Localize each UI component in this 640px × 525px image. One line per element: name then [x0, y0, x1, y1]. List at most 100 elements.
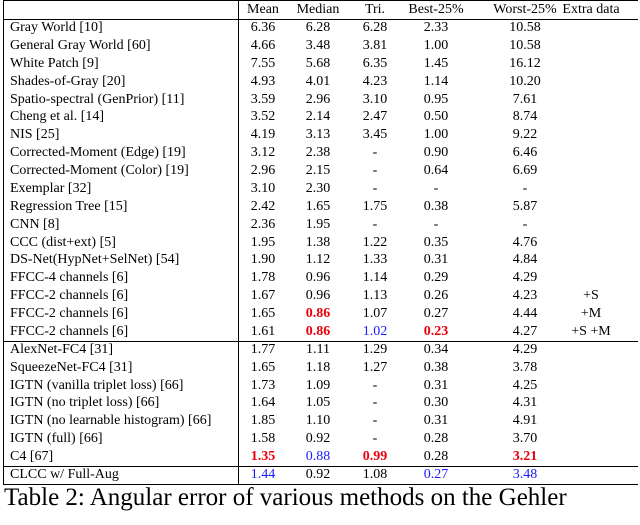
method-name: Shades-of-Gray [20]: [10, 73, 126, 89]
value-cell: 1.65: [250, 359, 276, 375]
value-cell: 0.31: [423, 377, 449, 393]
value-cell: 1.14: [362, 270, 388, 286]
method-name: General Gray World [60]: [10, 37, 151, 53]
value-cell: 5.68: [305, 55, 331, 71]
value-cell: 0.34: [423, 341, 449, 357]
value-cell: -: [372, 377, 378, 393]
method-name: FFCC-2 channels [6]: [10, 288, 129, 304]
value-cell: 1.95: [305, 216, 331, 232]
value-cell: -: [372, 145, 378, 161]
value-cell: 3.45: [362, 127, 388, 143]
method-name: FFCC-2 channels [6]: [10, 323, 129, 339]
value-cell: 2.42: [250, 198, 276, 214]
value-cell: 6.35: [362, 55, 388, 71]
value-cell: 16.12: [509, 55, 541, 71]
method-name: C4 [67]: [10, 449, 54, 465]
value-cell: 0.92: [305, 467, 331, 482]
value-cell: 6.36: [250, 20, 276, 35]
value-cell: 0.50: [423, 109, 449, 125]
value-cell: 6.28: [305, 20, 331, 35]
value-cell: 1.95: [250, 234, 276, 250]
value-cell: 2.36: [250, 216, 276, 232]
value-cell: 0.23: [423, 323, 449, 339]
value-cell: 3.10: [250, 180, 276, 196]
value-cell: +S +M: [571, 323, 611, 339]
value-cell: 4.23: [362, 73, 388, 89]
value-cell: 8.74: [512, 109, 538, 125]
value-cell: 3.78: [512, 359, 538, 375]
value-cell: 1.11: [306, 341, 330, 357]
value-cell: 3.81: [362, 37, 388, 53]
method-name: White Patch [9]: [10, 55, 99, 71]
value-cell: 4.44: [512, 306, 538, 322]
value-cell: 1.02: [362, 323, 388, 339]
value-cell: 0.29: [423, 270, 449, 286]
value-cell: 10.20: [509, 73, 541, 89]
value-cell: 4.01: [305, 73, 331, 89]
value-cell: -: [372, 431, 378, 447]
value-cell: 3.70: [512, 431, 538, 447]
method-name: IGTN (vanilla triplet loss) [66]: [10, 377, 184, 393]
value-cell: 0.95: [423, 91, 449, 107]
value-cell: 1.18: [305, 359, 331, 375]
value-cell: -: [433, 180, 439, 196]
value-cell: -: [522, 216, 528, 232]
value-cell: 1.61: [250, 323, 276, 339]
value-cell: 0.27: [423, 306, 449, 322]
value-cell: 3.10: [362, 91, 388, 107]
value-cell: 3.59: [250, 91, 276, 107]
value-cell: 0.27: [423, 467, 449, 482]
group-rule: [3, 340, 638, 342]
value-cell: 1.90: [250, 252, 276, 268]
value-cell: 4.84: [512, 252, 538, 268]
value-cell: +M: [580, 306, 602, 322]
value-cell: 0.99: [362, 449, 388, 465]
value-cell: 1.14: [423, 73, 449, 89]
value-cell: -: [372, 163, 378, 179]
header-cell: Best-25%: [408, 2, 464, 17]
method-name: CLCC w/ Full-Aug: [10, 467, 119, 482]
value-cell: -: [372, 395, 378, 411]
value-cell: 0.31: [423, 252, 449, 268]
method-name: IGTN (no learnable histogram) [66]: [10, 413, 212, 429]
value-cell: 2.15: [305, 163, 331, 179]
value-cell: 4.93: [250, 73, 276, 89]
header-cell: Extra data: [562, 2, 620, 17]
value-cell: 3.48: [305, 37, 331, 53]
value-cell: 0.26: [423, 288, 449, 304]
value-cell: 0.90: [423, 145, 449, 161]
value-cell: 4.91: [512, 413, 538, 429]
value-cell: 1.33: [362, 252, 388, 268]
value-cell: 4.66: [250, 37, 276, 53]
value-cell: 2.30: [305, 180, 331, 196]
value-cell: 2.96: [250, 163, 276, 179]
method-name: IGTN (full) [66]: [10, 431, 103, 447]
value-cell: 6.46: [512, 145, 538, 161]
value-cell: 0.38: [423, 359, 449, 375]
value-cell: 2.14: [305, 109, 331, 125]
method-name: FFCC-4 channels [6]: [10, 270, 129, 286]
value-cell: 1.29: [362, 341, 388, 357]
value-cell: 3.13: [305, 127, 331, 143]
value-cell: -: [372, 413, 378, 429]
value-cell: 1.07: [362, 306, 388, 322]
value-cell: -: [372, 216, 378, 232]
value-cell: 0.38: [423, 198, 449, 214]
method-name: CNN [8]: [10, 216, 60, 232]
value-cell: 1.22: [362, 234, 388, 250]
value-cell: 1.00: [423, 37, 449, 53]
group-rule: [3, 466, 638, 467]
value-cell: 7.55: [250, 55, 276, 71]
value-cell: 1.75: [362, 198, 388, 214]
value-cell: 3.52: [250, 109, 276, 125]
value-cell: 4.19: [250, 127, 276, 143]
value-cell: 0.88: [305, 449, 331, 465]
method-name: Cheng et al. [14]: [10, 109, 105, 125]
value-cell: 1.78: [250, 270, 276, 286]
value-cell: 0.86: [305, 323, 331, 339]
value-cell: 4.76: [512, 234, 538, 250]
value-cell: 1.65: [305, 198, 331, 214]
value-cell: -: [372, 180, 378, 196]
value-cell: 1.85: [250, 413, 276, 429]
